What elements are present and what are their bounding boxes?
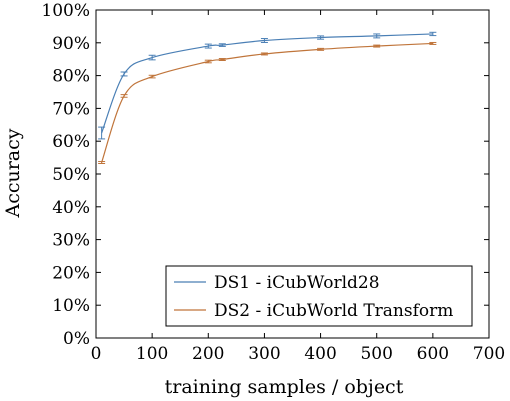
y-axis-title: Accuracy — [2, 128, 24, 218]
y-tick-label: 40% — [52, 198, 90, 218]
y-tick-label: 60% — [52, 132, 90, 152]
y-tick-label: 80% — [52, 67, 90, 87]
legend-box — [165, 265, 473, 327]
series-2 — [98, 41, 437, 165]
x-tick-label: 300 — [248, 344, 280, 364]
y-tick-label: 90% — [52, 34, 90, 54]
series-1 — [98, 31, 437, 140]
x-axis-title: training samples / object — [165, 376, 404, 398]
y-tick-label: 70% — [52, 99, 90, 119]
legend: DS1 - iCubWorld28 DS2 - iCubWorld Transf… — [165, 265, 473, 327]
y-tick-label: 0% — [63, 329, 90, 349]
y-tick-label: 50% — [52, 165, 90, 185]
x-tick-label: 700 — [473, 344, 505, 364]
series-layer — [98, 31, 437, 165]
series-line-2 — [101, 42, 433, 163]
x-tick-label: 0 — [91, 344, 102, 364]
x-tick-label: 500 — [360, 344, 392, 364]
legend-label-ds1: DS1 - iCubWorld28 — [214, 273, 380, 293]
y-tick-label: 10% — [52, 296, 90, 316]
x-tick-label: 200 — [192, 344, 224, 364]
x-tick-label: 600 — [417, 344, 449, 364]
series-line-1 — [101, 33, 433, 134]
x-tick-label: 100 — [136, 344, 168, 364]
y-tick-label: 30% — [52, 231, 90, 251]
x-tick-label: 400 — [304, 344, 336, 364]
y-tick-label: 100% — [41, 1, 90, 21]
axes-layer: 0 100 200 300 400 500 600 700 0% 10% 20% 30% 40% 50% 6… — [41, 1, 505, 364]
y-tick-label: 20% — [52, 263, 90, 283]
legend-label-ds2: DS2 - iCubWorld Transform — [214, 301, 453, 321]
